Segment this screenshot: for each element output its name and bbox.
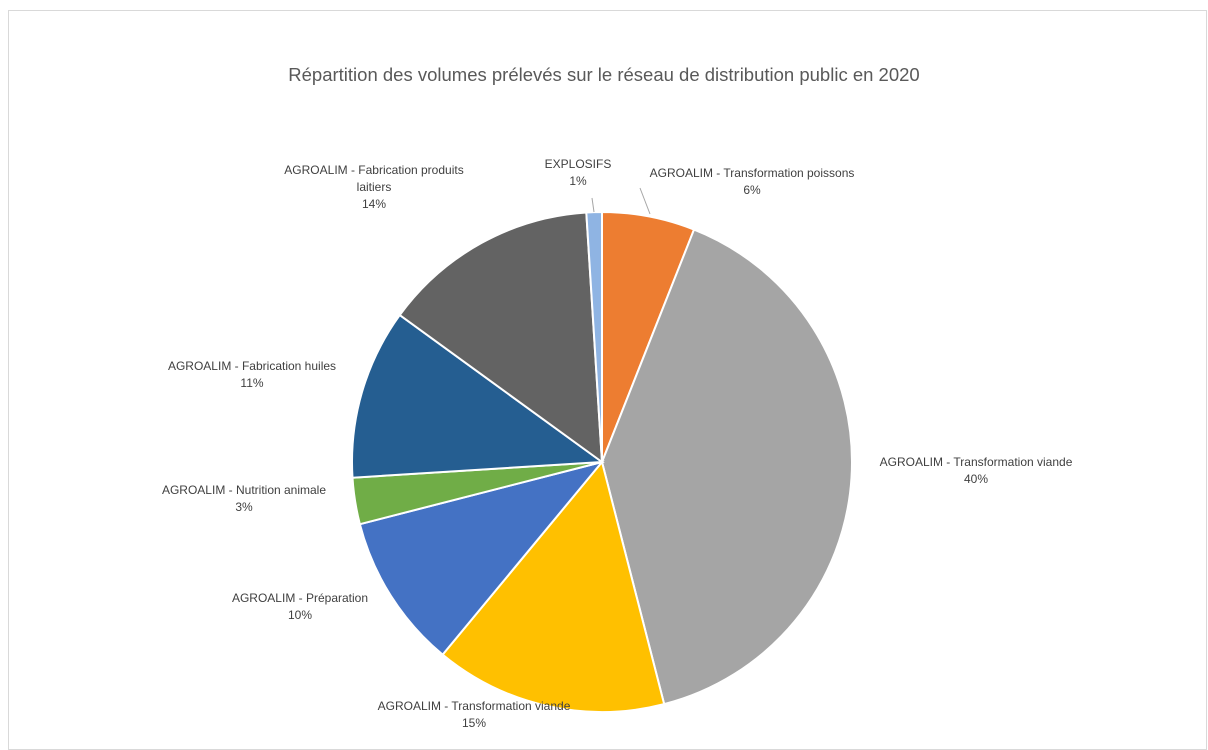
pie-slice: [600, 228, 853, 706]
pie-slice: [351, 313, 605, 479]
slice-label: EXPLOSIFS 1%: [545, 157, 612, 188]
slice-label: AGROALIM - Transformation viande 15%: [378, 699, 571, 730]
pie-slice: [441, 459, 666, 713]
pie-slice: [585, 210, 603, 463]
slice-label: AGROALIM - Fabrication huiles 11%: [168, 359, 336, 390]
leader-line: [639, 187, 651, 215]
slice-label: AGROALIM - Fabrication produits laitiers 1…: [284, 163, 463, 211]
slice-label: AGROALIM - Transformation viande 40%: [880, 455, 1073, 486]
slice-label: AGROALIM - Transformation poissons 6%: [650, 166, 855, 197]
slice-label: AGROALIM - Nutrition animale 3%: [162, 483, 326, 514]
slice-label: AGROALIM - Préparation 10%: [232, 591, 368, 622]
chart-title: Répartition des volumes prélevés sur le …: [288, 64, 920, 85]
leader-line: [591, 197, 595, 213]
pie-slice: [358, 460, 605, 657]
pie-slice: [398, 211, 604, 465]
